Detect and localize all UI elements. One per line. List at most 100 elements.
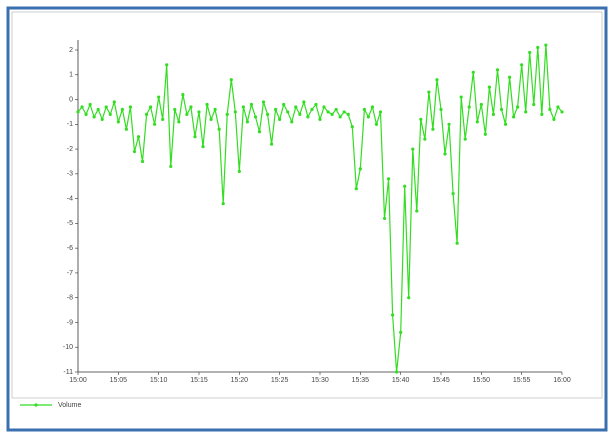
point	[346, 112, 350, 116]
point	[548, 107, 552, 112]
point	[354, 187, 358, 191]
point	[120, 107, 124, 112]
point	[544, 43, 548, 47]
point	[201, 145, 205, 149]
y-tick-label: -5	[67, 220, 73, 227]
point	[84, 112, 88, 116]
point	[499, 107, 504, 112]
point	[399, 330, 403, 334]
legend-label: Volume	[58, 402, 81, 409]
y-tick-label: -1	[67, 121, 73, 128]
point	[330, 112, 334, 116]
point	[443, 152, 447, 156]
point	[185, 112, 189, 116]
point	[427, 90, 431, 94]
point	[173, 107, 177, 112]
point	[540, 112, 544, 116]
point	[306, 115, 310, 119]
point	[338, 115, 342, 119]
point	[487, 85, 491, 89]
point	[552, 117, 556, 121]
x-tick-label: 15:45	[432, 377, 450, 384]
point	[366, 115, 370, 119]
point	[463, 137, 467, 141]
point	[503, 122, 508, 126]
point	[177, 120, 181, 124]
point	[520, 63, 524, 67]
y-tick-label: -6	[67, 245, 73, 252]
point	[205, 102, 209, 107]
point	[100, 117, 104, 121]
point	[459, 95, 463, 99]
point	[237, 169, 241, 173]
point	[278, 117, 282, 121]
point	[382, 216, 387, 221]
point	[149, 105, 153, 109]
x-tick-label: 15:35	[352, 377, 370, 384]
point	[245, 120, 249, 124]
point	[516, 105, 520, 109]
point	[479, 102, 483, 107]
point	[261, 100, 266, 104]
legend-marker	[34, 403, 38, 407]
point	[326, 110, 330, 114]
point	[322, 105, 326, 109]
point	[116, 120, 120, 124]
chart-frame	[6, 6, 608, 432]
point	[435, 78, 439, 82]
x-tick-label: 15:25	[271, 377, 289, 384]
point	[80, 105, 84, 109]
point	[318, 117, 322, 121]
y-tick-label: 2	[69, 47, 73, 54]
point	[88, 102, 92, 107]
point	[140, 159, 145, 164]
point	[415, 209, 419, 213]
point	[112, 100, 116, 104]
point	[403, 184, 407, 188]
point	[76, 110, 80, 114]
point	[157, 95, 161, 99]
point	[475, 120, 479, 124]
plot-frame	[11, 11, 603, 399]
point	[165, 63, 169, 67]
point	[274, 107, 278, 112]
point	[495, 68, 500, 72]
point	[257, 130, 262, 134]
point	[528, 50, 532, 55]
point	[96, 107, 100, 112]
point	[511, 115, 516, 119]
point	[193, 135, 197, 139]
point	[370, 105, 375, 109]
y-tick-label: 1	[69, 72, 73, 79]
y-tick-label: -3	[67, 171, 73, 178]
point	[298, 112, 302, 116]
point	[225, 112, 229, 116]
point	[217, 127, 221, 131]
point	[560, 110, 564, 114]
y-tick-label: -10	[63, 344, 73, 351]
point	[358, 167, 362, 171]
point	[108, 112, 112, 116]
x-tick-label: 15:50	[473, 377, 491, 384]
point	[536, 45, 540, 50]
point	[350, 125, 354, 129]
x-tick-label: 15:30	[311, 377, 329, 384]
point	[161, 117, 165, 121]
point	[181, 92, 185, 97]
y-tick-label: -7	[67, 270, 73, 277]
point	[104, 105, 108, 109]
point	[270, 142, 274, 146]
point	[209, 117, 213, 121]
point	[132, 149, 137, 154]
point	[253, 115, 258, 119]
point	[483, 132, 487, 136]
point	[233, 110, 237, 114]
point	[229, 78, 233, 82]
point	[395, 370, 399, 374]
point	[524, 110, 528, 114]
point	[374, 122, 379, 126]
point	[419, 117, 423, 121]
point	[265, 112, 270, 116]
x-tick-label: 15:55	[513, 377, 531, 384]
